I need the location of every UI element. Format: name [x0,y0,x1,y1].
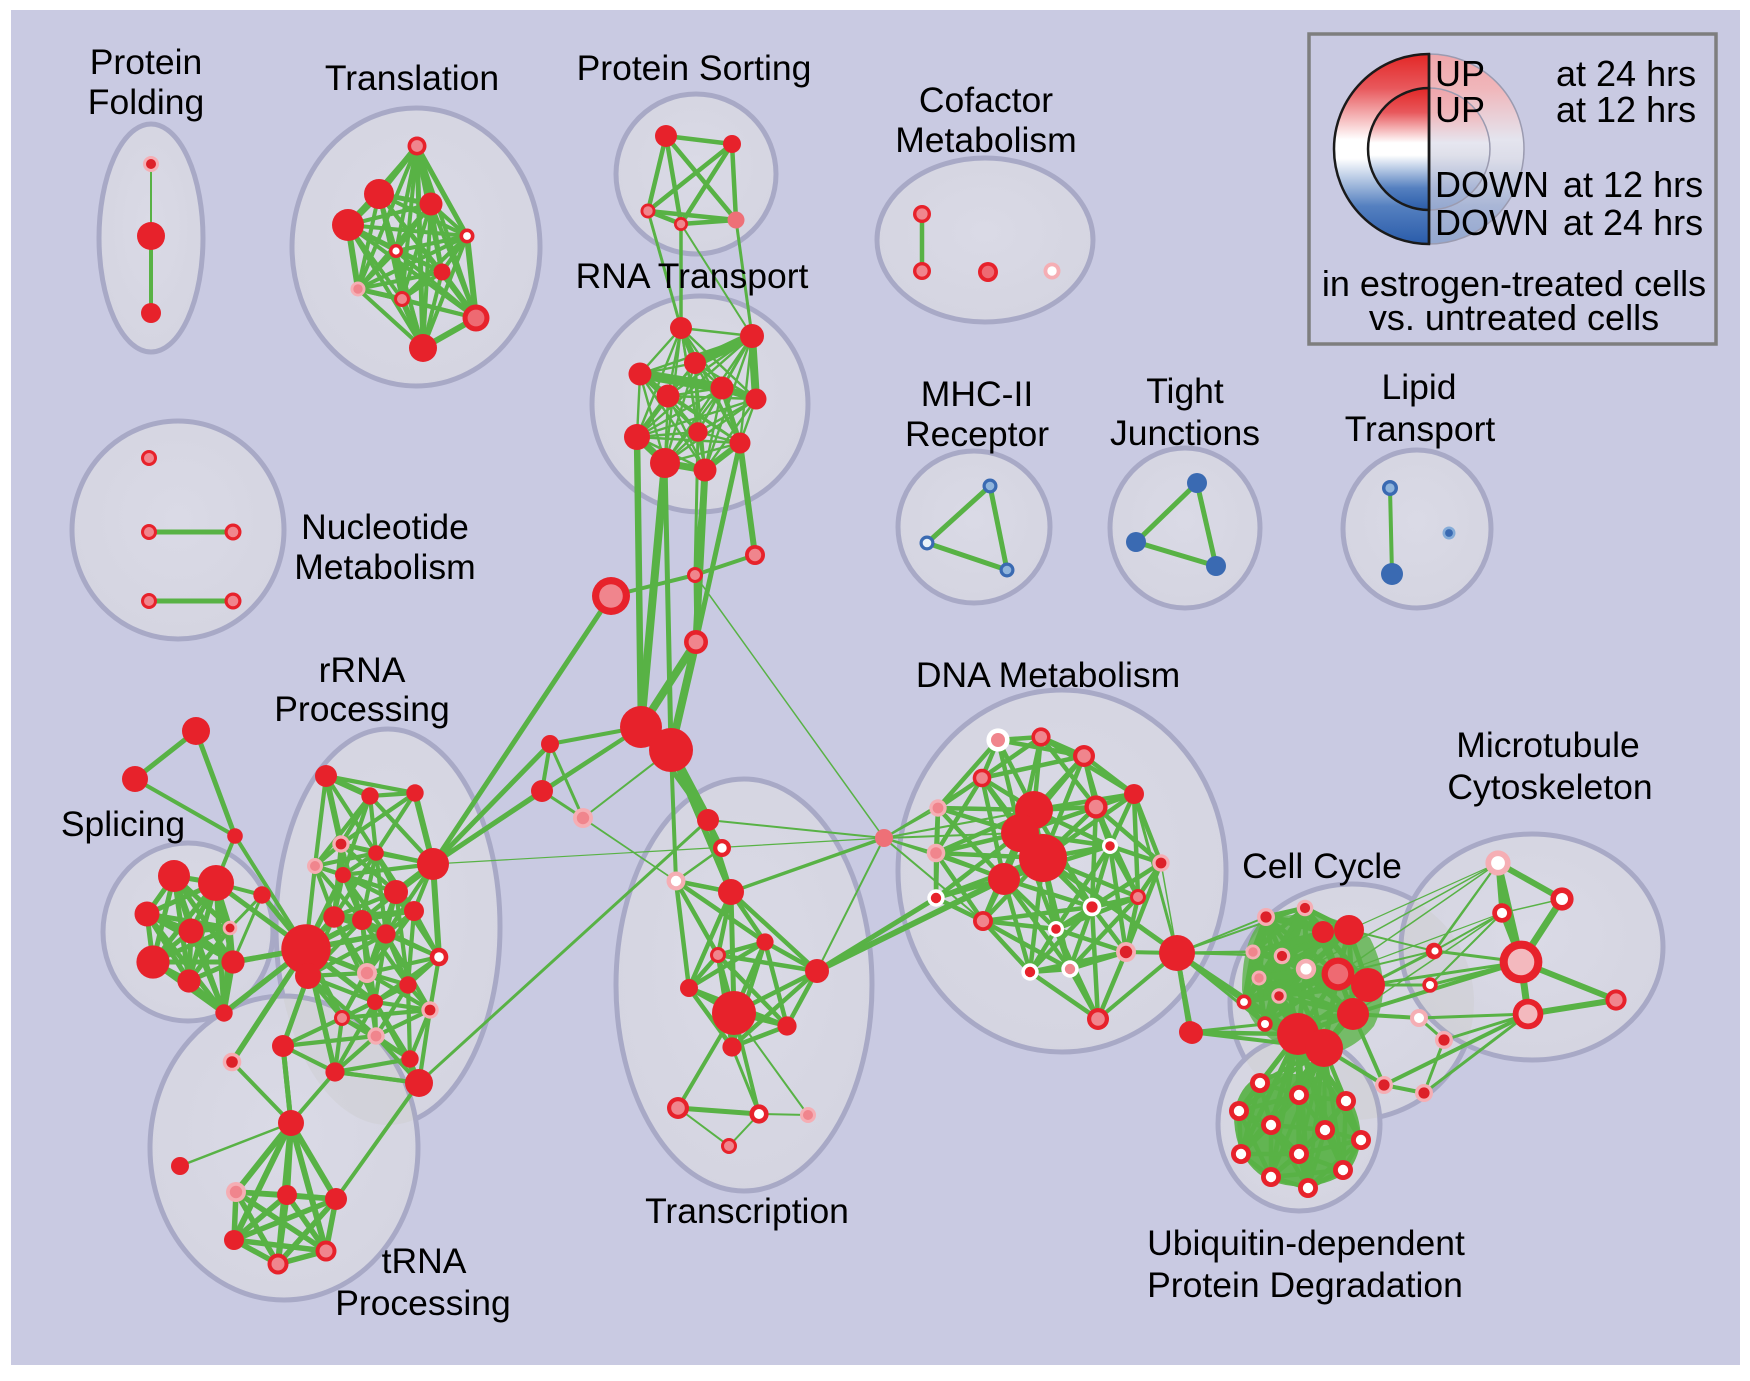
svg-text:Protein Degradation: Protein Degradation [1147,1265,1463,1305]
svg-text:UP: UP [1435,53,1485,94]
svg-text:Splicing: Splicing [61,804,185,844]
svg-text:Folding: Folding [88,82,204,122]
svg-text:Ubiquitin-dependent: Ubiquitin-dependent [1147,1223,1465,1263]
svg-text:Translation: Translation [325,58,499,98]
svg-text:Cofactor: Cofactor [919,80,1053,120]
svg-text:Metabolism: Metabolism [294,547,476,587]
svg-text:Nucleotide: Nucleotide [301,507,469,547]
svg-text:in estrogen-treated cells: in estrogen-treated cells [1322,263,1706,304]
svg-text:Processing: Processing [274,689,450,729]
svg-text:at 24 hrs: at 24 hrs [1563,202,1703,243]
svg-text:Lipid: Lipid [1381,367,1456,407]
svg-text:DOWN: DOWN [1435,202,1549,243]
svg-text:at 24 hrs: at 24 hrs [1556,53,1696,94]
svg-text:Microtubule: Microtubule [1456,725,1640,765]
svg-text:vs. untreated cells: vs. untreated cells [1369,297,1659,338]
svg-text:DNA Metabolism: DNA Metabolism [916,655,1180,695]
svg-text:Cytoskeleton: Cytoskeleton [1447,767,1652,807]
svg-text:Tight: Tight [1146,371,1224,411]
svg-text:Junctions: Junctions [1110,413,1260,453]
svg-text:Receptor: Receptor [905,414,1049,454]
svg-text:Processing: Processing [335,1283,511,1323]
svg-text:at 12 hrs: at 12 hrs [1563,164,1703,205]
svg-text:at 12 hrs: at 12 hrs [1556,89,1696,130]
svg-text:rRNA: rRNA [319,650,406,690]
svg-text:DOWN: DOWN [1435,164,1549,205]
svg-text:Protein: Protein [90,42,202,82]
svg-text:Cell Cycle: Cell Cycle [1242,846,1402,886]
svg-text:RNA Transport: RNA Transport [576,256,809,296]
svg-text:MHC-II: MHC-II [921,374,1033,414]
svg-text:UP: UP [1435,89,1485,130]
svg-text:Transport: Transport [1345,409,1496,449]
svg-text:Metabolism: Metabolism [895,120,1077,160]
svg-text:Protein Sorting: Protein Sorting [577,48,812,88]
svg-text:Transcription: Transcription [645,1191,849,1231]
svg-text:tRNA: tRNA [382,1241,467,1281]
